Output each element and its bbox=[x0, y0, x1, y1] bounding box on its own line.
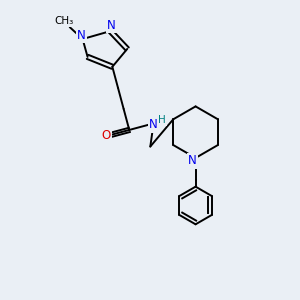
Text: H: H bbox=[158, 115, 166, 125]
Text: N: N bbox=[188, 154, 197, 167]
Text: N: N bbox=[77, 28, 86, 42]
Text: O: O bbox=[101, 129, 111, 142]
Text: N: N bbox=[149, 118, 158, 131]
Text: N: N bbox=[107, 19, 116, 32]
Text: CH₃: CH₃ bbox=[54, 16, 74, 26]
